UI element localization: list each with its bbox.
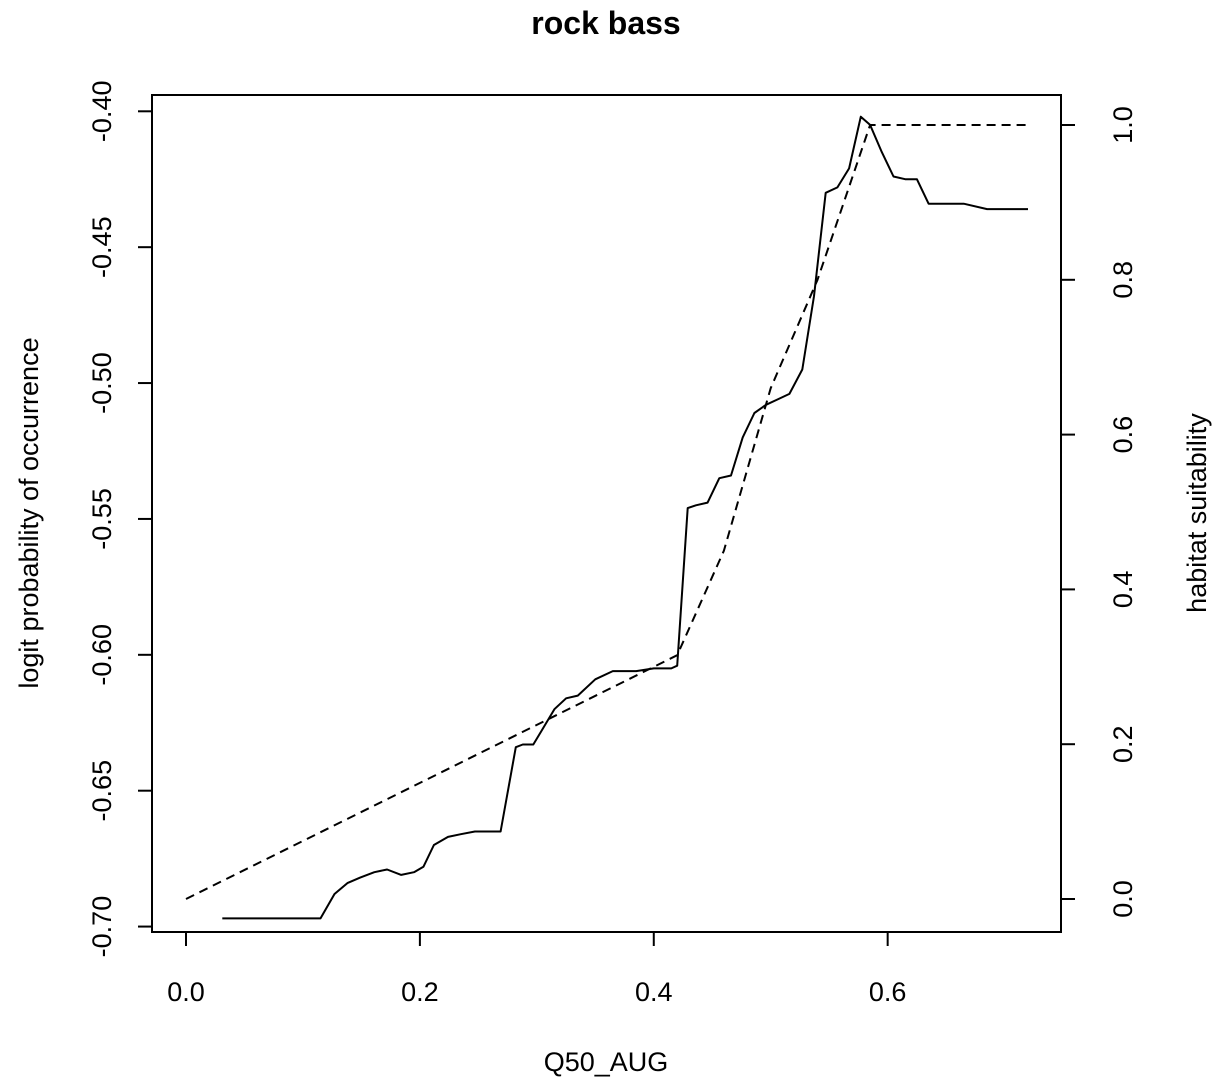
y2-tick-label: 0.4	[1108, 571, 1138, 609]
logit-probability-line	[222, 115, 1028, 920]
y-tick-label: -0.50	[87, 352, 117, 414]
y2-tick-label: 0.8	[1108, 261, 1138, 299]
y-tick-label: -0.70	[87, 896, 117, 958]
y2-tick-label: 0.6	[1108, 416, 1138, 454]
y-tick-label: -0.60	[87, 624, 117, 686]
x-axis-label: Q50_AUG	[544, 1047, 669, 1077]
habitat-suitability-line	[185, 124, 1028, 900]
x-tick-label: 0.0	[167, 977, 205, 1007]
y2-tick-label: 0.0	[1108, 880, 1138, 918]
y-tick-label: -0.40	[87, 81, 117, 143]
x-axis: 0.0 0.2 0.4 0.6	[167, 931, 907, 1007]
y-axis-left: -0.40 -0.45 -0.50 -0.55 -0.60 -0.65 -0.70	[87, 81, 153, 958]
x-tick-label: 0.2	[401, 977, 439, 1007]
y2-tick-label: 0.2	[1108, 725, 1138, 763]
y-tick-label: -0.45	[87, 216, 117, 278]
y-tick-label: -0.65	[87, 760, 117, 822]
chart-title: rock bass	[531, 5, 680, 41]
x-tick-label: 0.6	[869, 977, 907, 1007]
x-tick-label: 0.4	[635, 977, 673, 1007]
series-layer	[185, 115, 1028, 920]
plot-area	[151, 94, 1062, 933]
y2-tick-label: 1.0	[1108, 106, 1138, 144]
y-axis-right: 0.0 0.2 0.4 0.6 0.8 1.0	[1060, 106, 1138, 918]
y-axis-label: logit probability of occurrence	[14, 337, 44, 688]
y2-axis-label: habitat suitability	[1182, 413, 1212, 613]
y-tick-label: -0.55	[87, 488, 117, 550]
